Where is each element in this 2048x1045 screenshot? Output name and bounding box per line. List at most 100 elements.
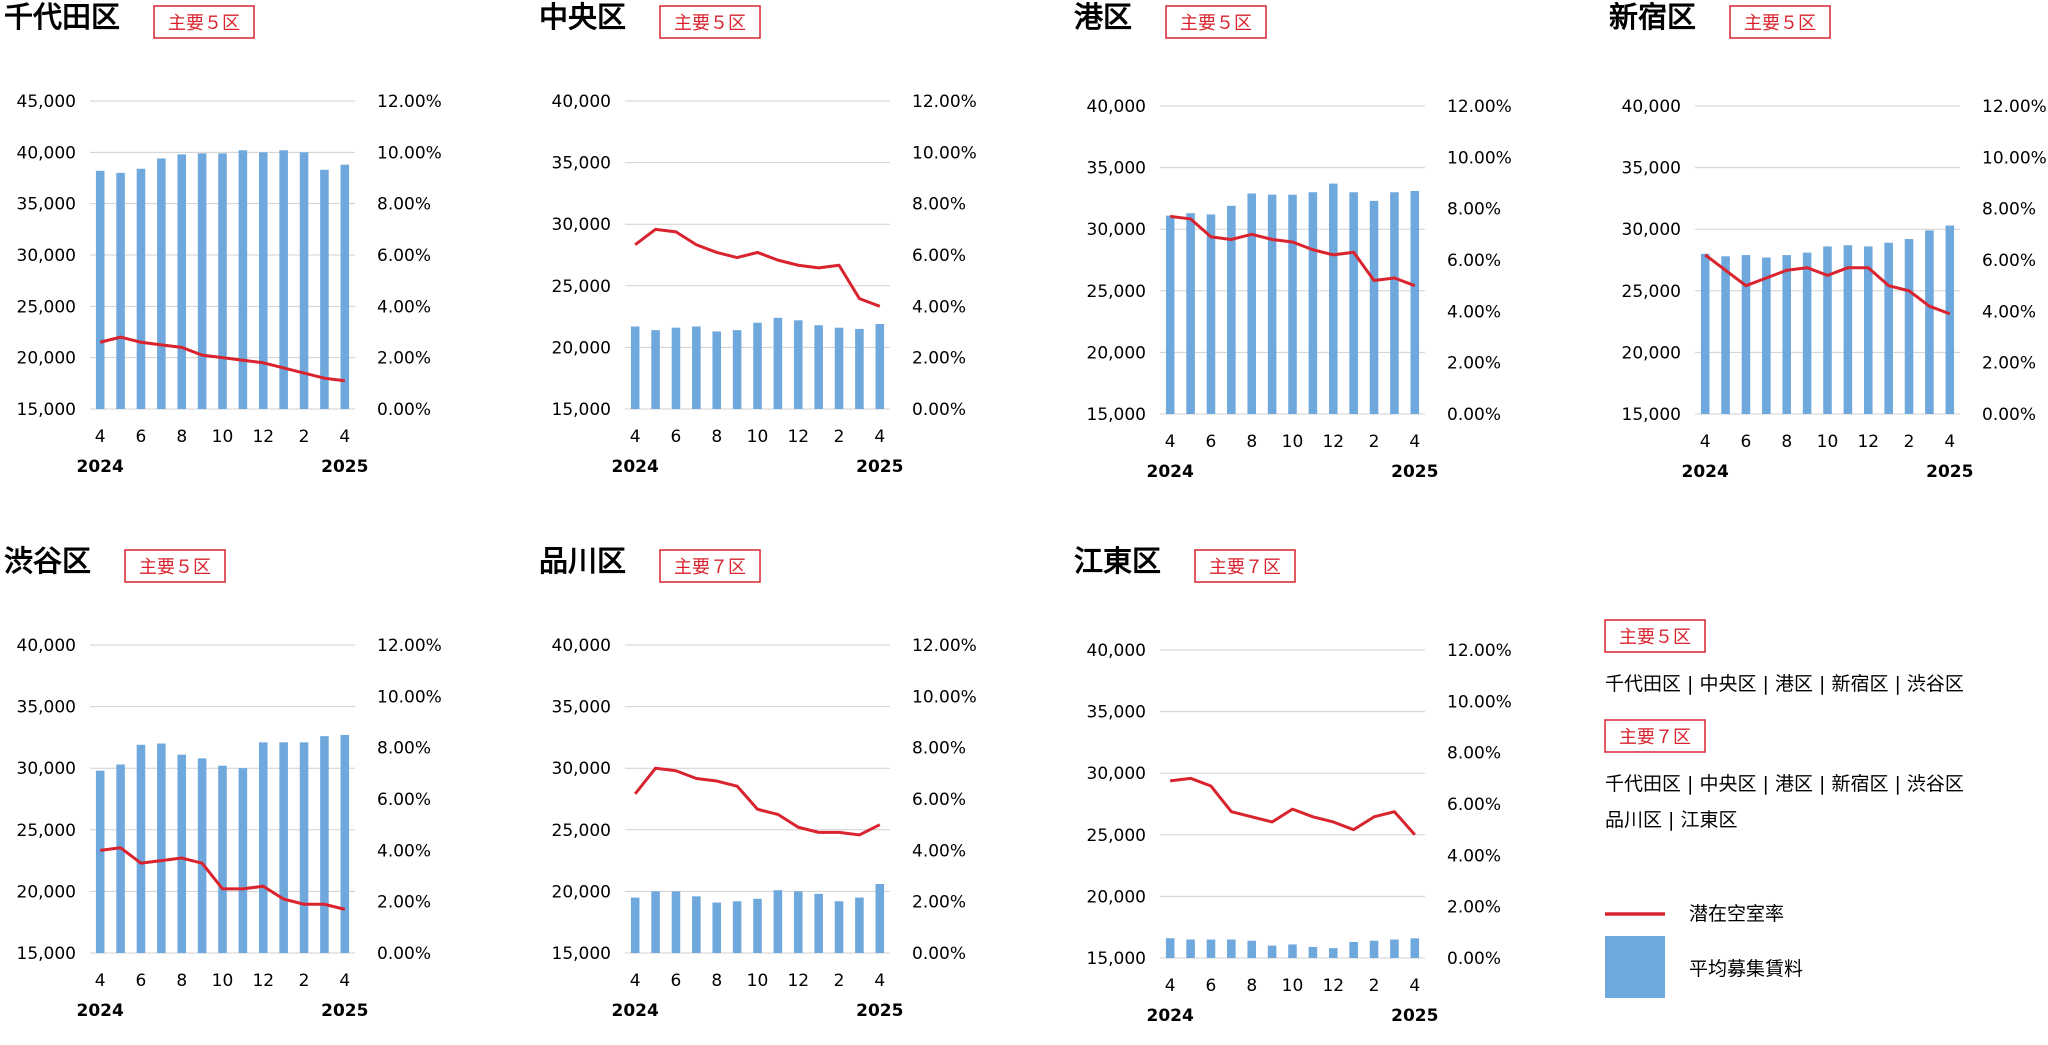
region-badge [124, 549, 226, 583]
year-start-label: 2024 [1682, 462, 1729, 482]
legend-ward-list: 千代田区 | 中央区 | 港区 | 新宿区 | 渋谷区 [1605, 673, 1964, 695]
y-right-tick-label: 8.00% [912, 195, 966, 215]
y-left-tick-label: 40,000 [552, 636, 611, 656]
y-left-tick-label: 20,000 [1087, 343, 1146, 363]
rent-bar [753, 322, 762, 409]
y-left-tick-label: 20,000 [17, 882, 76, 902]
year-end-label: 2025 [321, 1001, 368, 1021]
x-tick-label: 8 [176, 427, 187, 447]
x-tick-label: 2 [834, 427, 845, 447]
y-right-tick-label: 12.00% [1447, 641, 1512, 661]
y-right-tick-label: 8.00% [1447, 744, 1501, 764]
rent-bar [197, 153, 207, 409]
rent-bar [116, 764, 125, 953]
y-right-tick-label: 12.00% [1447, 97, 1512, 117]
rent-bar [692, 326, 701, 409]
region-badge-label: 主要５区 [1180, 13, 1252, 34]
y-right-tick-label: 6.00% [377, 790, 431, 810]
x-tick-label: 6 [136, 971, 147, 991]
x-tick-label: 4 [1409, 432, 1420, 452]
y-left-tick-label: 25,000 [552, 277, 611, 297]
y-right-tick-label: 8.00% [1982, 200, 2036, 220]
y-right-tick-label: 0.00% [1447, 949, 1501, 969]
legend-ward-list: 千代田区 | 中央区 | 港区 | 新宿区 | 渋谷区 [1605, 773, 1964, 795]
x-tick-label: 4 [95, 427, 106, 447]
year-end-label: 2025 [856, 457, 903, 477]
rent-bar [320, 736, 329, 953]
y-right-tick-label: 10.00% [377, 143, 442, 163]
y-left-tick-label: 20,000 [1622, 343, 1681, 363]
rent-bar [1165, 938, 1175, 958]
legend-line-label: 潜在空室率 [1689, 903, 1784, 925]
x-tick-label: 10 [1282, 432, 1304, 452]
y-left-tick-label: 15,000 [552, 944, 611, 964]
y-right-tick-label: 12.00% [912, 636, 977, 656]
region-badge [1165, 5, 1267, 39]
rent-bar [1782, 255, 1792, 414]
year-start-label: 2024 [77, 1001, 124, 1021]
year-end-label: 2025 [321, 457, 368, 477]
rent-bar [340, 164, 350, 409]
chart-title: 渋谷区 [4, 544, 91, 578]
x-tick-label: 2 [299, 427, 310, 447]
chart-title: 港区 [1074, 0, 1132, 34]
rent-bar [1308, 946, 1318, 958]
chart-title: 中央区 [539, 0, 626, 34]
y-left-tick-label: 45,000 [17, 92, 76, 112]
x-tick-label: 10 [747, 971, 769, 991]
region-badge-label: 主要７区 [674, 557, 746, 578]
year-start-label: 2024 [612, 457, 659, 477]
y-left-tick-label: 20,000 [552, 338, 611, 358]
rent-bar [1247, 940, 1257, 958]
rent-bar [320, 169, 329, 409]
y-left-tick-label: 35,000 [1622, 159, 1681, 179]
y-right-tick-label: 2.00% [1447, 354, 1501, 374]
chart-panel: 千代田区 主要５区15,00020,00025,00030,00035,00040… [4, 0, 442, 477]
rent-bar [834, 327, 844, 409]
legend-region-badge [1604, 619, 1706, 653]
rent-bar [177, 754, 187, 953]
rent-bar [1410, 191, 1420, 414]
rent-bar [1206, 214, 1216, 414]
y-left-tick-label: 20,000 [1087, 887, 1146, 907]
x-tick-label: 12 [252, 427, 274, 447]
y-right-tick-label: 0.00% [377, 400, 431, 420]
y-left-tick-label: 15,000 [1087, 405, 1146, 425]
rent-bar [136, 744, 146, 953]
rent-bar [1369, 200, 1379, 414]
y-right-tick-label: 10.00% [1982, 148, 2047, 168]
rent-bar [258, 152, 268, 410]
rent-bar [1823, 246, 1832, 414]
y-right-tick-label: 6.00% [1447, 795, 1501, 815]
rent-bar [1741, 255, 1751, 414]
y-left-tick-label: 35,000 [1087, 159, 1146, 179]
chart-title: 千代田区 [4, 0, 120, 34]
rent-bar [116, 172, 125, 409]
y-left-tick-label: 40,000 [1087, 97, 1146, 117]
y-left-tick-label: 25,000 [552, 821, 611, 841]
vacancy-rate-line [634, 227, 881, 308]
legend-ward-list: 品川区 | 江東区 [1605, 809, 1737, 831]
x-tick-label: 4 [630, 971, 641, 991]
y-left-tick-label: 35,000 [17, 698, 76, 718]
rent-bar [1267, 945, 1277, 958]
rent-bar [692, 896, 701, 953]
chart-title: 江東区 [1074, 544, 1161, 578]
y-left-tick-label: 35,000 [1087, 703, 1146, 723]
rent-bar [1390, 192, 1399, 414]
y-left-tick-label: 30,000 [17, 759, 76, 779]
y-right-tick-label: 0.00% [912, 400, 966, 420]
rent-bar [218, 153, 227, 409]
x-tick-label: 4 [874, 971, 885, 991]
rent-bar [340, 734, 350, 953]
rent-bar [1349, 192, 1358, 414]
rent-bar [1165, 215, 1175, 414]
y-left-tick-label: 15,000 [17, 944, 76, 964]
legend-bar-swatch [1605, 936, 1665, 998]
x-tick-label: 8 [1781, 432, 1792, 452]
y-left-tick-label: 15,000 [1087, 949, 1146, 969]
year-end-label: 2025 [1391, 1006, 1438, 1026]
rent-bar [299, 152, 309, 410]
rent-bar [1328, 183, 1338, 414]
y-left-tick-label: 25,000 [1087, 282, 1146, 302]
